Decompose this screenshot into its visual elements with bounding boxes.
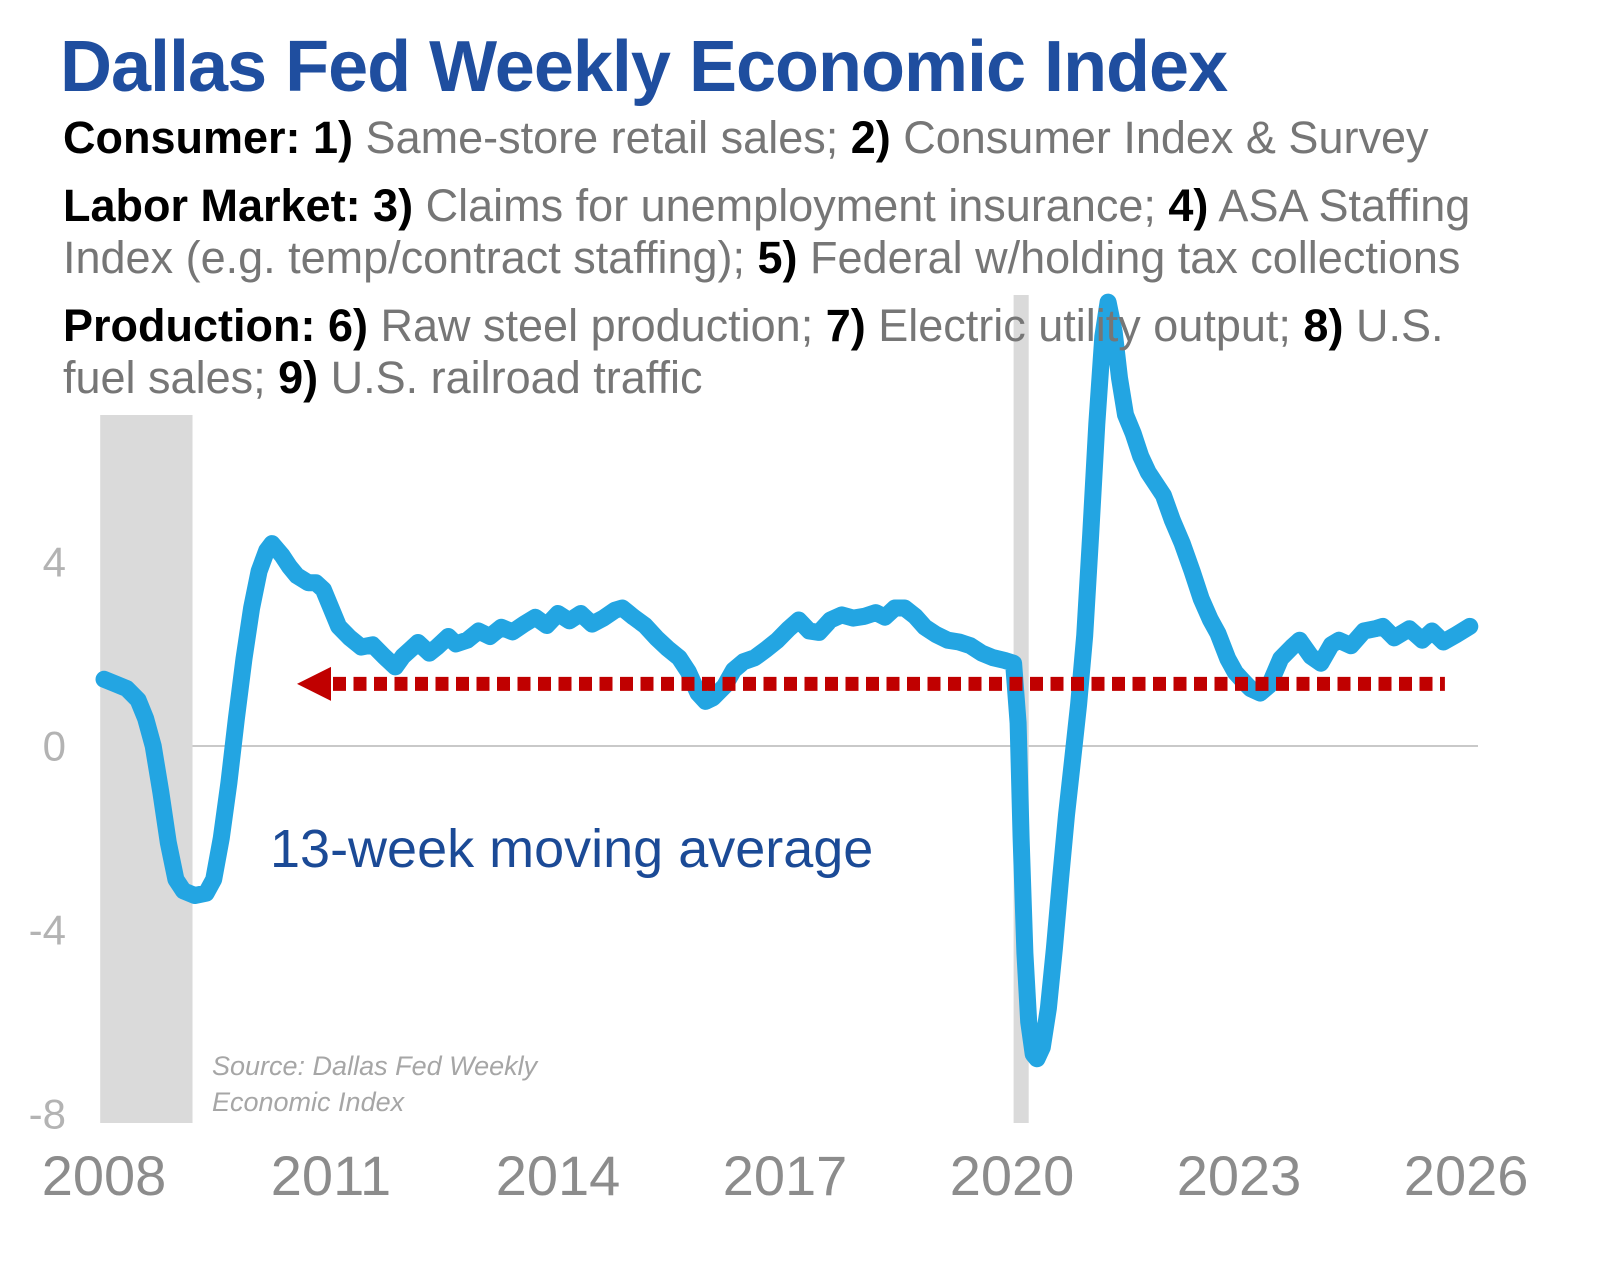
y-axis-tick-4: 4 <box>43 539 66 586</box>
y-axis-tick--4: -4 <box>29 907 66 954</box>
x-axis-tick-2026: 2026 <box>1404 1144 1529 1207</box>
y-axis-tick--8: -8 <box>29 1091 66 1138</box>
wei-series-line <box>95 293 1479 1068</box>
reference-arrowhead-left <box>297 666 331 701</box>
x-axis-tick-2017: 2017 <box>723 1144 848 1207</box>
x-axis-tick-2023: 2023 <box>1177 1144 1302 1207</box>
x-axis-tick-2008: 2008 <box>42 1144 167 1207</box>
x-axis-tick-2014: 2014 <box>496 1144 621 1207</box>
y-axis-tick-0: 0 <box>43 723 66 770</box>
x-axis-tick-2011: 2011 <box>271 1144 391 1207</box>
recession-band-2008 <box>100 415 193 1123</box>
x-axis-tick-2020: 2020 <box>950 1144 1075 1207</box>
